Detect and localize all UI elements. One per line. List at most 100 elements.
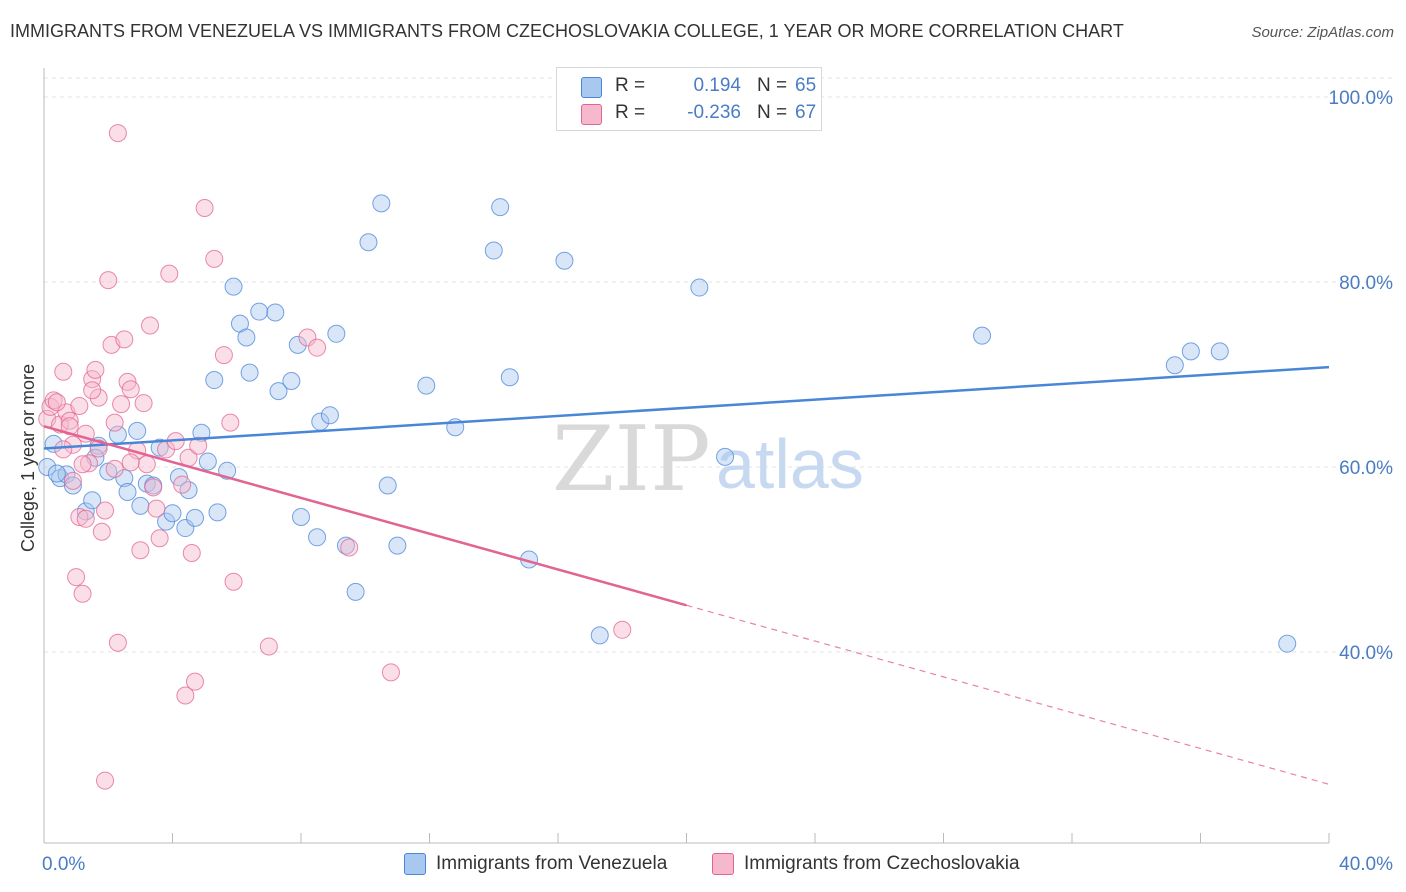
- point-venezuela: [266, 303, 285, 322]
- point-czechoslovakia: [76, 509, 95, 528]
- point-venezuela: [198, 452, 217, 471]
- point-venezuela: [83, 491, 102, 510]
- point-venezuela: [388, 536, 407, 555]
- point-venezuela: [372, 194, 391, 213]
- point-czechoslovakia: [108, 633, 127, 652]
- tick-labels: 40.0% 60.0% 80.0% 100.0% 0.0% 40.0%: [42, 88, 1393, 875]
- point-venezuela: [118, 482, 137, 501]
- point-venezuela: [163, 504, 182, 523]
- point-venezuela: [47, 464, 66, 483]
- bottom-legend-swatch-venezuela: [404, 853, 426, 875]
- point-czechoslovakia: [134, 394, 153, 413]
- data-points: [38, 124, 1297, 790]
- point-czechoslovakia: [70, 396, 89, 415]
- trend-line-venezuela: [43, 365, 1330, 450]
- point-venezuela: [269, 382, 288, 401]
- point-czechoslovakia: [96, 501, 115, 520]
- point-venezuela: [1181, 342, 1200, 361]
- point-czechoslovakia: [381, 663, 400, 682]
- point-venezuela: [590, 626, 609, 645]
- y-tick-label: 100.0%: [1329, 88, 1394, 109]
- point-venezuela: [500, 368, 519, 387]
- point-venezuela: [205, 371, 224, 390]
- point-czechoslovakia: [112, 395, 131, 414]
- bottom-legend-swatch-czechoslovakia: [712, 853, 734, 875]
- point-czechoslovakia: [340, 538, 359, 557]
- point-venezuela: [491, 198, 510, 217]
- point-czechoslovakia: [185, 672, 204, 691]
- point-venezuela: [378, 476, 397, 495]
- point-czechoslovakia: [613, 620, 632, 639]
- y-tick-label: 40.0%: [1339, 643, 1393, 664]
- legend-r-label: R =: [615, 75, 646, 96]
- point-czechoslovakia: [121, 453, 140, 472]
- point-venezuela: [224, 277, 243, 296]
- watermark-atlas: atlas: [716, 425, 864, 503]
- watermark-zip: ZIP: [552, 407, 711, 512]
- point-czechoslovakia: [137, 455, 156, 474]
- point-czechoslovakia: [189, 436, 208, 455]
- point-czechoslovakia: [47, 393, 66, 412]
- point-venezuela: [336, 536, 355, 555]
- trend-line-czechoslovakia-dashed: [686, 604, 1330, 785]
- point-venezuela: [1210, 342, 1229, 361]
- point-czechoslovakia: [108, 124, 127, 143]
- x-tick-label: 40.0%: [1339, 854, 1393, 875]
- point-czechoslovakia: [205, 249, 224, 268]
- point-czechoslovakia: [67, 568, 86, 587]
- point-czechoslovakia: [182, 544, 201, 563]
- point-czechoslovakia: [99, 271, 118, 290]
- legend-n-value: 65: [795, 75, 817, 96]
- bottom-legend-label: Immigrants from Czechoslovakia: [744, 853, 1020, 874]
- legend-swatch-venezuela: [581, 77, 602, 98]
- point-venezuela: [150, 438, 169, 457]
- point-czechoslovakia: [214, 346, 233, 365]
- point-czechoslovakia: [86, 360, 105, 379]
- point-czechoslovakia: [131, 541, 150, 560]
- bottom-legend-label: Immigrants from Venezuela: [436, 853, 668, 874]
- point-czechoslovakia: [83, 381, 102, 400]
- point-venezuela: [690, 278, 709, 297]
- point-venezuela: [128, 421, 147, 440]
- point-venezuela: [973, 326, 992, 345]
- point-venezuela: [484, 241, 503, 260]
- point-venezuela: [38, 458, 57, 476]
- y-tick-label: 60.0%: [1339, 458, 1393, 479]
- point-czechoslovakia: [150, 529, 169, 548]
- legend-n-label: N =: [757, 102, 788, 123]
- point-venezuela: [417, 376, 436, 395]
- point-czechoslovakia: [121, 380, 140, 399]
- point-czechoslovakia: [176, 686, 195, 705]
- point-czechoslovakia: [195, 199, 214, 217]
- point-venezuela: [292, 507, 310, 526]
- correlation-legend: R = 0.194 N = 65 R = -0.236 N = 67: [556, 67, 822, 131]
- point-venezuela: [1165, 356, 1184, 375]
- point-venezuela: [237, 328, 256, 347]
- point-czechoslovakia: [60, 417, 79, 436]
- point-venezuela: [131, 496, 150, 515]
- point-venezuela: [1278, 634, 1297, 653]
- point-czechoslovakia: [160, 264, 179, 283]
- point-venezuela: [327, 324, 346, 343]
- point-czechoslovakia: [73, 584, 92, 603]
- point-czechoslovakia: [89, 388, 108, 407]
- point-czechoslovakia: [54, 362, 73, 381]
- legend-swatch-czechoslovakia: [581, 104, 602, 125]
- x-tick-label: 0.0%: [42, 854, 85, 875]
- point-czechoslovakia: [63, 435, 82, 454]
- point-czechoslovakia: [96, 771, 115, 790]
- point-czechoslovakia: [63, 471, 82, 490]
- trend-line-czechoslovakia: [43, 425, 687, 607]
- axes: [43, 68, 1330, 844]
- point-czechoslovakia: [60, 411, 79, 430]
- trend-lines: [43, 365, 1330, 785]
- point-venezuela: [250, 302, 269, 321]
- y-tick-label: 80.0%: [1339, 273, 1393, 294]
- point-venezuela: [359, 233, 378, 252]
- point-venezuela: [346, 582, 365, 601]
- point-czechoslovakia: [221, 413, 240, 432]
- legend-n-value: 67: [795, 102, 817, 123]
- point-czechoslovakia: [73, 455, 92, 474]
- point-venezuela: [63, 476, 82, 495]
